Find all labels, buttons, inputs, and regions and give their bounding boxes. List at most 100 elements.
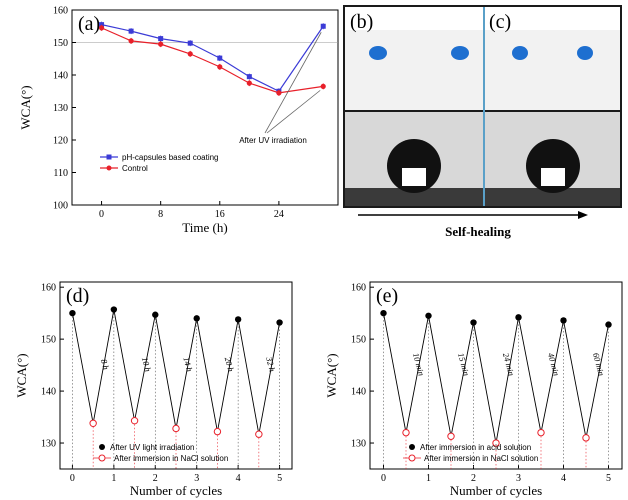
x-axis-title: Number of cycles: [130, 483, 222, 498]
data-point: [187, 51, 193, 57]
x-tick-label: 0: [99, 209, 104, 220]
x-tick-label: 2: [471, 473, 476, 484]
legend-marker: [99, 444, 105, 450]
data-point: [320, 83, 326, 89]
y-tick-label: 130: [351, 439, 366, 450]
chart-e: 130 140 150 160 0 1 2 3 4 5 Number of cycles WCA(°)…: [324, 281, 623, 498]
interval-label: 10 min: [411, 352, 427, 377]
droplet-highlight: [402, 168, 426, 186]
data-point: [402, 428, 410, 437]
legend-entry: After immersion in NaCl solution: [424, 454, 538, 463]
y-tick-label: 140: [351, 387, 366, 398]
y-axis-title: WCA(°): [324, 353, 339, 397]
interval-label: 15 min: [456, 352, 472, 377]
interval-label: 10 h: [140, 356, 154, 373]
data-point: [560, 317, 567, 324]
legend-marker: [106, 154, 112, 160]
interval-label: 8 h: [99, 358, 111, 371]
water-droplet: [387, 139, 441, 193]
photo-c-top: [485, 30, 620, 110]
legend-entry: After UV light irradiation: [110, 443, 194, 452]
chart-a: 100 110 120 130 140 150 160 0 8 16 24 Time (h) WCA(°…: [18, 6, 339, 235]
interval-label: 40 min: [546, 352, 562, 377]
y-tick-label: 120: [53, 136, 68, 147]
legend-marker: [408, 454, 416, 462]
arrow-head-icon: [578, 211, 588, 219]
y-tick-label: 160: [351, 283, 366, 294]
interval-label: 32 h: [264, 355, 278, 373]
y-tick-label: 150: [53, 38, 68, 49]
x-tick-label: 5: [277, 473, 282, 484]
data-point: [213, 427, 222, 436]
x-axis-title: Time (h): [182, 220, 227, 235]
x-tick-label: 24: [274, 209, 284, 220]
plot-frame: [71, 9, 339, 206]
y-axis-title: WCA(°): [14, 353, 29, 397]
x-tick-label: 0: [381, 473, 386, 484]
x-tick-label: 5: [606, 473, 611, 484]
x-tick-label: 0: [70, 473, 75, 484]
data-point: [110, 306, 118, 313]
data-point: [515, 314, 522, 321]
y-tick-label: 140: [53, 71, 68, 82]
y-tick-label: 140: [41, 387, 56, 398]
blue-droplet: [577, 46, 593, 60]
x-tick-label: 2: [153, 473, 158, 484]
panel-label: (d): [66, 285, 89, 307]
y-tick-label: 110: [53, 168, 68, 179]
x-axis-title: Number of cycles: [450, 483, 542, 498]
y-tick-label: 160: [41, 283, 56, 294]
data-point: [380, 309, 387, 317]
data-point: [187, 40, 193, 46]
substrate-b: [345, 188, 483, 206]
data-point: [89, 419, 97, 427]
data-point: [246, 74, 252, 80]
data-point: [99, 22, 105, 28]
interval-label: 60 min: [591, 352, 607, 377]
data-point: [470, 319, 477, 326]
legend-marker: [409, 444, 415, 450]
photo-b-top-strip: [345, 7, 483, 30]
data-point: [537, 428, 545, 437]
cycle-line: [71, 309, 281, 435]
photo-c-label: (c): [489, 11, 511, 33]
self-healing-caption: Self-healing: [445, 224, 511, 239]
water-droplet: [526, 139, 580, 193]
annotation-text: After UV irradiation: [239, 136, 307, 145]
annotation-arrow: [266, 90, 321, 134]
data-point: [128, 38, 134, 44]
data-point: [193, 315, 200, 322]
data-point: [276, 90, 282, 96]
legend-entry: Control: [122, 164, 148, 173]
plot-frame: [59, 281, 293, 470]
data-point: [217, 55, 223, 61]
data-point: [217, 64, 223, 70]
y-tick-label: 130: [41, 439, 56, 450]
data-point: [130, 416, 139, 425]
photo-panels: (b) (c) Self-healing: [343, 5, 622, 239]
data-point: [425, 312, 432, 319]
legend-marker: [106, 165, 112, 171]
x-tick-label: 1: [111, 473, 116, 484]
droplet-highlight: [541, 168, 565, 186]
data-point: [98, 25, 105, 31]
series-line: [101, 27, 324, 94]
data-point: [158, 41, 164, 47]
data-point: [605, 321, 612, 328]
x-tick-label: 4: [236, 473, 241, 484]
data-point: [255, 430, 263, 438]
chart-d: 130 140 150 160 0 1 2 3 4 5 Number of cycles WCA(°)…: [14, 281, 293, 498]
interval-label: 24 min: [501, 352, 517, 377]
photo-c-top-strip: [485, 7, 620, 30]
data-point: [234, 316, 242, 323]
data-point: [152, 311, 159, 318]
data-point: [582, 434, 590, 442]
data-point: [320, 23, 326, 29]
interval-label: 14 h: [181, 356, 195, 373]
x-tick-label: 1: [426, 473, 431, 484]
data-point: [492, 439, 500, 447]
data-point: [172, 424, 180, 433]
x-tick-label: 8: [158, 209, 163, 220]
data-point: [246, 80, 252, 86]
data-point: [276, 319, 283, 326]
